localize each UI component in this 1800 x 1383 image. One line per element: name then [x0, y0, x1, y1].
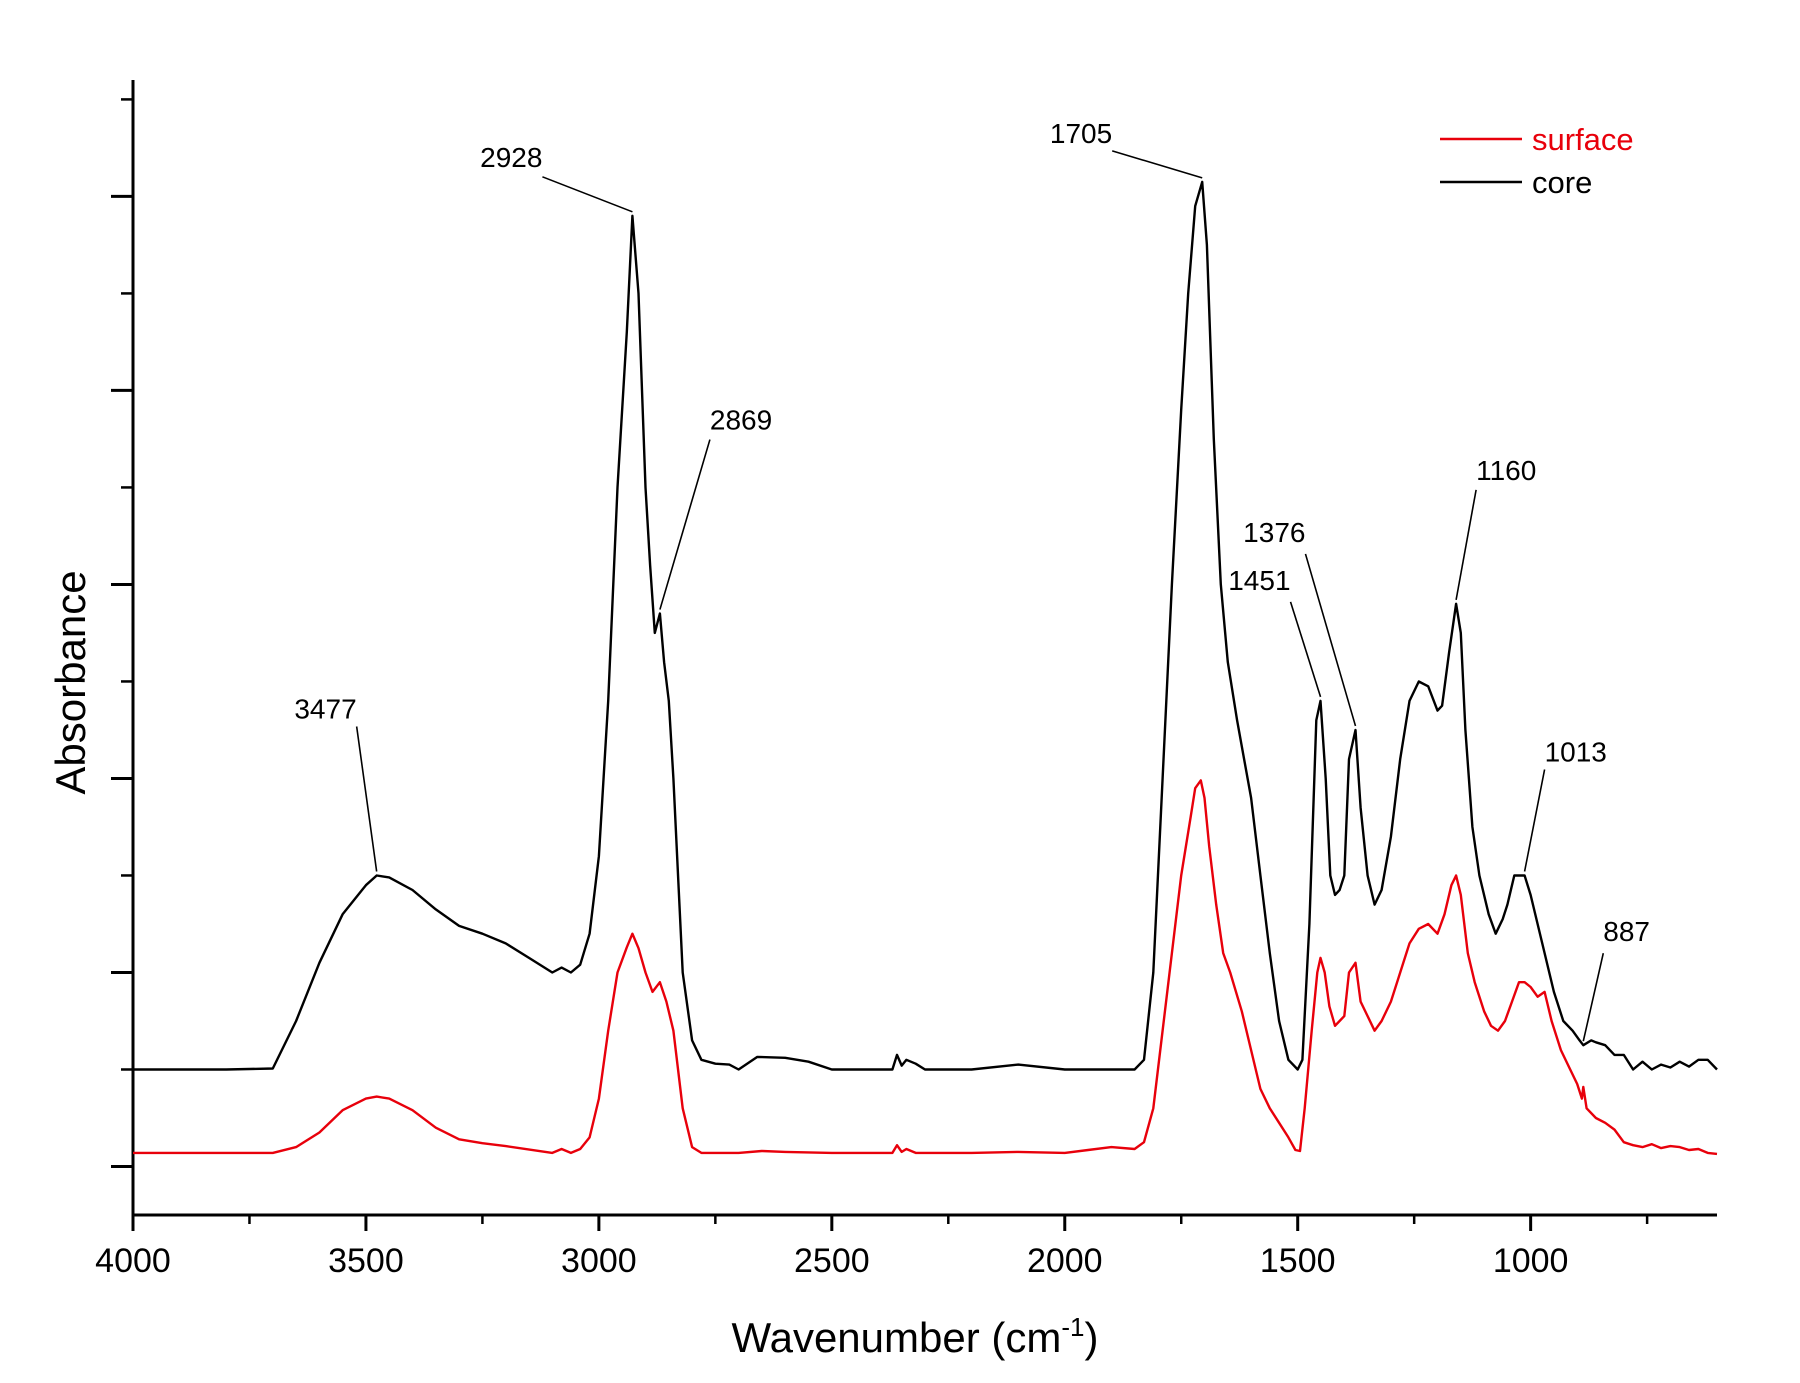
- x-tick-label: 3500: [328, 1242, 404, 1280]
- x-axis-title-close: ): [1084, 1314, 1098, 1361]
- annotation-label: 1160: [1476, 455, 1536, 486]
- x-tick-label: 2500: [794, 1242, 870, 1280]
- y-axis-title: Absorbance: [47, 570, 94, 794]
- x-tick-label: 1500: [1260, 1242, 1336, 1280]
- annotation-leader-line: [659, 439, 711, 610]
- peak-annotations: 3477 2928 2869 1705 1451 1376 1160 1013 887: [294, 118, 1650, 1042]
- series-lines: [133, 180, 1718, 1156]
- axes: 4000 3500 3000 2500 2000 1500 1000: [95, 80, 1717, 1280]
- annotation-leader-line: [1582, 953, 1605, 1042]
- peak-annotation: 2928: [480, 142, 633, 213]
- annotation-label: 1451: [1228, 565, 1290, 596]
- y-axis-ticks: [111, 98, 133, 1168]
- annotation-label: 887: [1603, 916, 1650, 947]
- peak-annotation: 887: [1582, 916, 1650, 1042]
- annotation-leader-line: [1111, 150, 1203, 179]
- x-axis-ticks: 4000 3500 3000 2500 2000 1500 1000: [95, 1215, 1649, 1280]
- legend: surface core: [1440, 122, 1634, 200]
- peak-annotation: 1376: [1243, 517, 1357, 727]
- series-line-core: [133, 180, 1718, 1071]
- peak-annotation: 1160: [1455, 455, 1536, 600]
- legend-label: surface: [1532, 122, 1634, 157]
- peak-annotation: 1013: [1523, 736, 1607, 872]
- legend-item-surface: surface: [1440, 122, 1634, 157]
- peak-annotation: 2869: [659, 405, 772, 610]
- annotation-leader-line: [1455, 489, 1477, 600]
- legend-item-core: core: [1440, 165, 1592, 200]
- x-tick-label: 1000: [1493, 1242, 1569, 1280]
- annotation-label: 2869: [710, 405, 772, 436]
- annotation-label: 3477: [294, 693, 356, 724]
- x-axis-title: Wavenumber (cm-1): [732, 1312, 1099, 1361]
- x-axis-title-superscript: -1: [1061, 1312, 1084, 1342]
- annotation-leader-line: [1304, 553, 1357, 727]
- annotation-leader-line: [1289, 601, 1322, 698]
- peak-annotation: 3477: [294, 693, 378, 872]
- peak-annotation: 1451: [1228, 565, 1322, 698]
- x-tick-label: 4000: [95, 1242, 171, 1280]
- x-axis-title-text: Wavenumber (cm: [732, 1314, 1062, 1361]
- x-tick-label: 3000: [561, 1242, 637, 1280]
- annotation-leader-line: [542, 176, 633, 213]
- annotation-label: 1705: [1050, 118, 1112, 149]
- peak-annotation: 1705: [1050, 118, 1203, 179]
- annotation-leader-line: [1523, 769, 1546, 872]
- series-line-surface: [133, 779, 1718, 1156]
- annotation-leader-line: [355, 726, 378, 872]
- legend-label: core: [1532, 165, 1592, 200]
- x-tick-label: 2000: [1027, 1242, 1103, 1280]
- annotation-label: 1013: [1545, 736, 1607, 767]
- annotation-label: 2928: [480, 142, 542, 173]
- annotation-label: 1376: [1243, 517, 1305, 548]
